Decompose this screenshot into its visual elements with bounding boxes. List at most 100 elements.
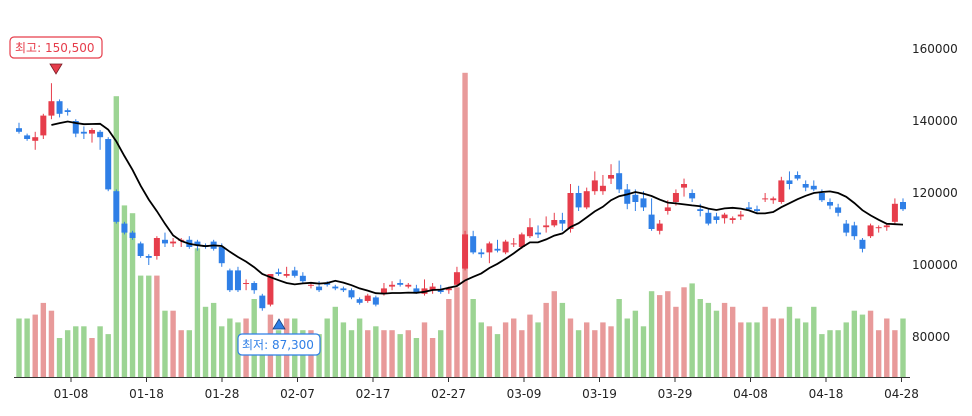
candle-body: [810, 185, 817, 190]
candle-body: [429, 286, 436, 291]
candle-body: [762, 198, 769, 200]
candle-body: [437, 290, 444, 292]
volume-bar: [381, 330, 387, 377]
candle-body: [24, 135, 31, 139]
candle-body: [218, 247, 225, 264]
candle-body: [32, 137, 39, 141]
volume-bar: [97, 326, 103, 377]
candle-body: [754, 209, 761, 211]
volume-bar: [389, 330, 395, 377]
volume-bar: [454, 287, 460, 377]
volume-bar: [867, 310, 874, 377]
volume-bar: [762, 306, 768, 377]
candle-body: [664, 207, 671, 211]
candle-body: [518, 234, 525, 247]
volume-bar: [89, 338, 95, 377]
candle-body: [729, 218, 736, 220]
candle-body: [551, 220, 558, 226]
high-price-marker: 최고: 150,500: [9, 36, 103, 75]
candle-body: [697, 209, 704, 211]
candle-body: [283, 274, 290, 276]
candle-body: [137, 243, 144, 256]
volume-bar: [640, 326, 647, 377]
volume-bar: [324, 318, 330, 377]
candle-body: [97, 131, 104, 138]
candle-body: [583, 191, 590, 208]
volume-bar: [32, 314, 38, 377]
candle-body: [170, 241, 177, 244]
candle-body: [745, 207, 752, 210]
x-tick-label: 04-28: [884, 387, 919, 401]
volume-bar: [113, 96, 120, 377]
candle-body: [340, 288, 347, 291]
candle-body: [372, 297, 379, 305]
candle-body: [843, 223, 850, 233]
volume-bar: [875, 330, 882, 377]
volume-bar: [567, 318, 574, 377]
x-tick-label: 02-27: [431, 387, 466, 401]
volume-bar: [705, 302, 712, 377]
x-tick-label: 03-09: [507, 387, 542, 401]
candle-body: [226, 270, 233, 291]
volume-bar: [632, 310, 639, 377]
low-price-marker: 최저: 87,300: [237, 318, 321, 356]
candle-body: [689, 193, 696, 199]
candle-body: [243, 283, 250, 284]
candle-body: [267, 274, 274, 305]
candle-body: [251, 283, 258, 291]
price-tick: 160000: [912, 42, 958, 56]
volume-bar: [105, 334, 111, 377]
volume-bar: [227, 318, 233, 377]
x-tick-label: 02-07: [280, 387, 315, 401]
candle-body: [591, 180, 598, 192]
volume-bar: [900, 318, 906, 377]
volume-bar: [137, 275, 144, 377]
volume-bar: [397, 334, 403, 377]
candle-body: [445, 288, 452, 291]
low-label: 최저: 87,300: [242, 338, 314, 352]
price-tick: 140000: [912, 114, 958, 128]
date-axis: 01-08 01-18 01-28 02-07 02-17 02-27 03-09 03-19…: [14, 377, 919, 401]
volume-bar: [746, 322, 752, 377]
volume-bar: [819, 334, 825, 377]
candle-body: [348, 290, 355, 298]
candle-body: [129, 232, 136, 238]
price-tick: 100000: [912, 258, 958, 272]
candle-body: [778, 180, 785, 202]
candle-body: [656, 223, 663, 231]
volume-bar: [786, 306, 793, 377]
volume-bar: [81, 326, 87, 377]
volume-bar: [259, 338, 266, 377]
volume-bar: [551, 291, 557, 377]
candle-body: [72, 121, 79, 134]
candle-body: [510, 243, 517, 245]
candle-body: [624, 189, 631, 204]
volume-bar: [616, 299, 622, 377]
volume-bar: [519, 330, 525, 377]
volume-bar: [502, 322, 509, 377]
volume-bar: [316, 334, 322, 377]
volume-bar: [478, 322, 484, 377]
volume-bar: [713, 310, 720, 377]
volume-bar: [811, 306, 817, 377]
volume-bar: [802, 322, 809, 377]
candle-body: [121, 223, 128, 233]
candle-body: [462, 234, 469, 269]
moving-average-line: [51, 120, 904, 295]
candle-body: [153, 238, 160, 256]
candle-body: [161, 239, 168, 244]
candle-body: [502, 241, 509, 253]
candle-body: [470, 236, 477, 253]
candle-body: [316, 286, 323, 291]
volume-bar: [851, 310, 858, 377]
candle-body: [567, 193, 574, 229]
volume-bar: [794, 318, 801, 377]
x-tick-label: 04-18: [809, 387, 844, 401]
x-tick-label: 03-19: [582, 387, 617, 401]
volume-bar: [624, 318, 630, 377]
candle-body: [818, 193, 825, 201]
candle-body: [770, 198, 777, 201]
low-label-box: [237, 333, 321, 356]
candle-body: [332, 286, 339, 289]
volume-bar: [559, 302, 566, 377]
